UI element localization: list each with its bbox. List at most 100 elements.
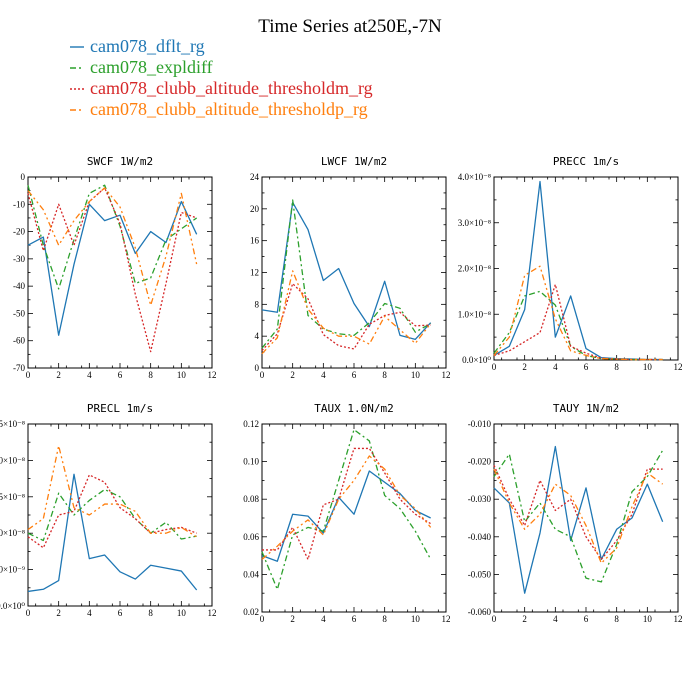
x-tick-label: 10 (411, 614, 421, 624)
x-tick-label: 6 (584, 614, 589, 624)
x-tick-label: 12 (442, 370, 451, 380)
y-tick-label: 0.02 (243, 607, 259, 617)
series-line-cam078-expldiff (261, 199, 431, 349)
series-line-cam078-clubb-altitude-thresholdp-rg (27, 445, 198, 538)
series-line-cam078-dflt-rg (27, 473, 198, 593)
legend-entry-cam078-dflt-rg: cam078_dflt_rg (90, 36, 205, 56)
x-tick-label: 4 (87, 608, 92, 618)
y-tick-label: 0.12 (243, 419, 259, 429)
y-tick-label: 24 (250, 172, 260, 182)
x-tick-label: 4 (553, 614, 558, 624)
panel-title: PRECC 1m/s (553, 155, 619, 168)
panel-title: TAUX 1.0N/m2 (314, 402, 393, 415)
series-line-cam078-clubb-altitude-thresholdp-rg (261, 455, 432, 560)
y-tick-label: 0 (21, 172, 26, 182)
x-tick-label: 10 (643, 362, 653, 372)
y-tick-label: 0.04 (243, 569, 259, 579)
chart-panel-swcf: SWCF 1W/m2 0 2 4 6 8 10 12 -70 -60 -50 -40 -30 -20 -10… (13, 155, 217, 380)
x-tick-label: 8 (382, 370, 387, 380)
y-tick-label: 0.0×10⁰ (462, 355, 491, 365)
plot-frame (27, 176, 213, 369)
plot-frame (27, 423, 213, 607)
chart-panel-precc: PRECC 1m/s 0 2 4 6 8 10 12 0.0×10⁰ 1.0×10⁻⁸ 2.0×10… (458, 155, 683, 372)
chart-panel-precl: PRECL 1m/s 0 2 4 6 8 10 12 0.0×10⁰ 5.0×10⁻⁹ 1.0×10… (0, 402, 217, 618)
y-tick-label: 16 (250, 236, 260, 246)
panel-title: SWCF 1W/m2 (87, 155, 153, 168)
x-tick-label: 12 (208, 370, 217, 380)
x-tick-label: 8 (614, 614, 619, 624)
y-tick-label: -70 (13, 363, 25, 373)
x-tick-label: 2 (522, 614, 527, 624)
x-tick-label: 2 (56, 608, 61, 618)
series-line-cam078-expldiff (261, 428, 432, 591)
y-tick-label: 1.5×10⁻⁸ (0, 492, 25, 502)
x-tick-label: 6 (118, 370, 123, 380)
legend-entry-cam078-expldiff: cam078_expldiff (90, 57, 213, 77)
series-line-cam078-clubb-altitude-thresholdm-rg (493, 465, 663, 561)
legend: cam078_dflt_rgcam078_expldiffcam078_club… (70, 36, 373, 119)
y-tick-label: -0.050 (468, 569, 492, 579)
panel-title: PRECL 1m/s (87, 402, 153, 415)
y-tick-label: -50 (13, 308, 25, 318)
plot-frame (493, 423, 679, 613)
series-line-cam078-clubb-altitude-thresholdp-rg (27, 187, 198, 306)
y-tick-label: -0.020 (468, 457, 492, 467)
y-tick-label: 0.10 (243, 457, 259, 467)
chart-panels: SWCF 1W/m20 2 4 6 8 10 12-70-60-50-40-30-20-10… (0, 155, 683, 624)
series-line-cam078-clubb-altitude-thresholdm-rg (27, 474, 197, 549)
series-line-cam078-expldiff (493, 449, 664, 583)
x-tick-label: 6 (584, 362, 589, 372)
y-tick-label: 8 (255, 299, 260, 309)
x-tick-label: 8 (614, 362, 619, 372)
panel-title: TAUY 1N/m2 (553, 402, 619, 415)
x-tick-label: 2 (290, 614, 295, 624)
x-tick-label: 12 (674, 362, 683, 372)
y-tick-label: 0.08 (243, 494, 259, 504)
series-line-cam078-expldiff (27, 184, 198, 290)
x-tick-label: 6 (352, 370, 357, 380)
y-tick-label: -0.010 (468, 419, 492, 429)
x-tick-label: 10 (177, 370, 187, 380)
y-tick-label: -30 (13, 254, 25, 264)
y-tick-label: -0.040 (468, 532, 492, 542)
x-tick-label: 0 (492, 614, 497, 624)
series-line-cam078-clubb-altitude-thresholdm-rg (262, 447, 432, 561)
legend-entry-cam078-clubb-altitude-thresholdm-rg: cam078_clubb_altitude_thresholdm_rg (90, 78, 373, 98)
x-tick-label: 0 (260, 614, 265, 624)
x-tick-label: 10 (177, 608, 187, 618)
x-tick-label: 8 (148, 370, 153, 380)
y-tick-label: 0 (255, 363, 260, 373)
series-line-cam078-clubb-altitude-thresholdp-rg (493, 265, 663, 361)
series-line-cam078-clubb-altitude-thresholdp-rg (493, 468, 664, 564)
y-tick-label: 4 (255, 331, 260, 341)
x-tick-label: 8 (382, 614, 387, 624)
series-line-cam078-dflt-rg (261, 470, 431, 562)
x-tick-label: 0 (492, 362, 497, 372)
x-tick-label: 12 (208, 608, 217, 618)
y-tick-label: 2.0×10⁻⁸ (0, 455, 25, 465)
x-tick-label: 4 (87, 370, 92, 380)
chart-panel-taux: TAUX 1.0N/m2 0 2 4 6 8 10 12 0.02 0.04 0.06 0.08 0.1… (243, 402, 450, 624)
x-tick-label: 4 (321, 370, 326, 380)
y-tick-label: 1.0×10⁻⁸ (458, 309, 491, 319)
x-tick-label: 12 (442, 614, 451, 624)
y-tick-label: 1.0×10⁻⁸ (0, 528, 25, 538)
plot-frame (261, 423, 447, 613)
x-tick-label: 2 (56, 370, 61, 380)
x-tick-label: 6 (352, 614, 357, 624)
figure-title: Time Series at250E,-7N (258, 16, 442, 37)
y-tick-label: -0.030 (468, 494, 492, 504)
y-tick-label: -10 (13, 199, 25, 209)
y-tick-label: 20 (250, 204, 260, 214)
x-tick-label: 0 (26, 370, 31, 380)
series-line-cam078-expldiff (27, 488, 197, 542)
x-tick-label: 8 (148, 608, 153, 618)
x-tick-label: 10 (411, 370, 421, 380)
y-tick-label: 2.0×10⁻⁸ (458, 264, 491, 274)
plot-frame (261, 176, 447, 369)
plot-frame (493, 176, 679, 361)
y-tick-label: -20 (13, 227, 25, 237)
x-tick-label: 0 (26, 608, 31, 618)
